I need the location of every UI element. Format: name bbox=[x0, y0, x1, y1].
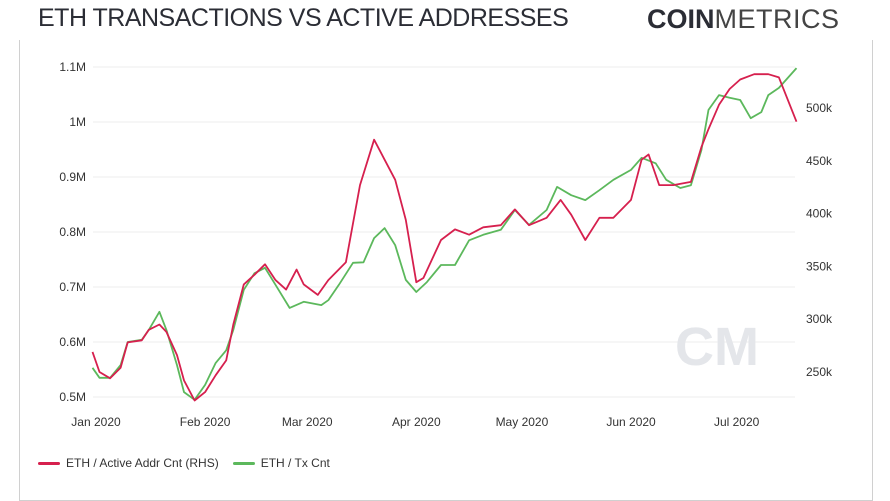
legend-item[interactable]: ETH / Active Addr Cnt (RHS) bbox=[38, 456, 219, 470]
coinmetrics-logo: COINMETRICS bbox=[647, 4, 840, 35]
y-left-tick-label: 0.8M bbox=[59, 225, 86, 239]
watermark: CM bbox=[675, 317, 759, 377]
x-tick-label: Feb 2020 bbox=[180, 415, 231, 429]
y-left-tick-label: 1M bbox=[69, 115, 86, 129]
legend: ETH / Active Addr Cnt (RHS) ETH / Tx Cnt bbox=[38, 456, 330, 470]
y-right-tick-label: 450k bbox=[806, 154, 833, 168]
chart: CM 1.1M 1M 0.9M 0.8M 0.7M 0.6M 0.5M 500k 450k 400… bbox=[59, 60, 833, 429]
series-line-active-addr bbox=[91, 73, 798, 402]
legend-swatch bbox=[38, 462, 60, 466]
y-left-tick-label: 0.5M bbox=[59, 390, 86, 404]
y-left-tick-label: 0.9M bbox=[59, 170, 86, 184]
y-right-tick-label: 300k bbox=[806, 312, 833, 326]
legend-label: ETH / Tx Cnt bbox=[260, 456, 330, 470]
x-tick-label: Jun 2020 bbox=[606, 415, 656, 429]
x-tick-label: Mar 2020 bbox=[282, 415, 333, 429]
y-right-tick-label: 500k bbox=[806, 101, 833, 115]
y-right-tick-label: 350k bbox=[806, 259, 833, 273]
legend-swatch bbox=[232, 462, 255, 466]
x-tick-label: Jan 2020 bbox=[71, 415, 121, 429]
logo-light: METRICS bbox=[714, 4, 840, 34]
x-tick-label: Apr 2020 bbox=[392, 415, 441, 429]
y-left-tick-label: 0.7M bbox=[59, 280, 86, 294]
chart-title: ETH TRANSACTIONS VS ACTIVE ADDRESSES bbox=[38, 4, 569, 32]
y-right-tick-label: 400k bbox=[806, 207, 833, 221]
y-right-tick-label: 250k bbox=[806, 365, 833, 379]
y-left-tick-label: 0.6M bbox=[59, 335, 86, 349]
series-line-tx-cnt bbox=[91, 67, 798, 401]
logo-bold: COIN bbox=[647, 4, 715, 34]
legend-label: ETH / Active Addr Cnt (RHS) bbox=[66, 456, 219, 470]
x-tick-label: Jul 2020 bbox=[714, 415, 760, 429]
x-tick-label: May 2020 bbox=[496, 415, 549, 429]
y-left-tick-label: 1.1M bbox=[59, 60, 86, 74]
legend-item[interactable]: ETH / Tx Cnt bbox=[232, 456, 330, 470]
